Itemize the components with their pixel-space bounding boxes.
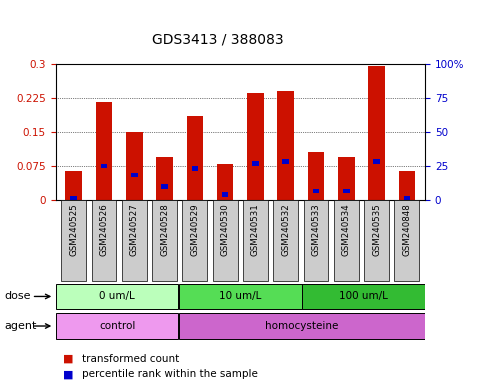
Text: agent: agent <box>5 321 37 331</box>
Text: GSM240528: GSM240528 <box>160 203 169 256</box>
Bar <box>56 313 178 339</box>
Text: GDS3413 / 388083: GDS3413 / 388083 <box>152 33 283 46</box>
Text: GSM240530: GSM240530 <box>221 203 229 256</box>
Text: GSM240533: GSM240533 <box>312 203 321 256</box>
Bar <box>252 161 259 166</box>
Bar <box>61 200 86 281</box>
Bar <box>96 103 113 200</box>
Bar <box>222 192 228 197</box>
Bar <box>398 170 415 200</box>
Text: dose: dose <box>5 291 31 301</box>
Bar <box>308 152 325 200</box>
Text: 0 um/L: 0 um/L <box>99 291 135 301</box>
Text: transformed count: transformed count <box>82 354 179 364</box>
Bar <box>183 200 207 281</box>
Bar <box>302 284 425 309</box>
Bar <box>213 200 238 281</box>
Text: GSM240525: GSM240525 <box>69 203 78 256</box>
Text: ■: ■ <box>63 369 73 379</box>
Bar <box>304 200 328 281</box>
Bar <box>283 159 289 164</box>
Bar <box>192 166 198 170</box>
Bar <box>100 164 107 168</box>
Bar <box>186 116 203 200</box>
Bar <box>161 184 168 189</box>
Bar <box>277 91 294 200</box>
Text: homocysteine: homocysteine <box>265 321 339 331</box>
Bar <box>71 195 77 200</box>
Bar <box>122 200 147 281</box>
Text: GSM240535: GSM240535 <box>372 203 381 256</box>
Bar <box>156 157 173 200</box>
Text: GSM240526: GSM240526 <box>99 203 109 256</box>
Text: ■: ■ <box>63 354 73 364</box>
Text: GSM240529: GSM240529 <box>190 203 199 256</box>
Bar <box>179 313 425 339</box>
Bar <box>131 173 138 177</box>
Bar <box>368 66 385 200</box>
Bar <box>126 132 142 200</box>
Text: GSM240531: GSM240531 <box>251 203 260 256</box>
Bar <box>364 200 389 281</box>
Text: GSM240532: GSM240532 <box>281 203 290 256</box>
Bar <box>338 157 355 200</box>
Bar <box>395 200 419 281</box>
Bar <box>217 164 233 200</box>
Text: 100 um/L: 100 um/L <box>339 291 388 301</box>
Bar <box>247 93 264 200</box>
Text: 10 um/L: 10 um/L <box>219 291 261 301</box>
Bar <box>313 189 319 193</box>
Bar <box>343 189 350 193</box>
Bar <box>373 159 380 164</box>
Text: GSM240527: GSM240527 <box>130 203 139 256</box>
Bar <box>243 200 268 281</box>
Bar <box>334 200 359 281</box>
Bar <box>92 200 116 281</box>
Bar <box>65 170 82 200</box>
Bar <box>56 284 178 309</box>
Bar <box>273 200 298 281</box>
Bar <box>403 195 410 200</box>
Text: control: control <box>99 321 135 331</box>
Bar <box>179 284 301 309</box>
Text: percentile rank within the sample: percentile rank within the sample <box>82 369 258 379</box>
Text: GSM240534: GSM240534 <box>342 203 351 256</box>
Bar <box>152 200 177 281</box>
Text: GSM240848: GSM240848 <box>402 203 412 256</box>
